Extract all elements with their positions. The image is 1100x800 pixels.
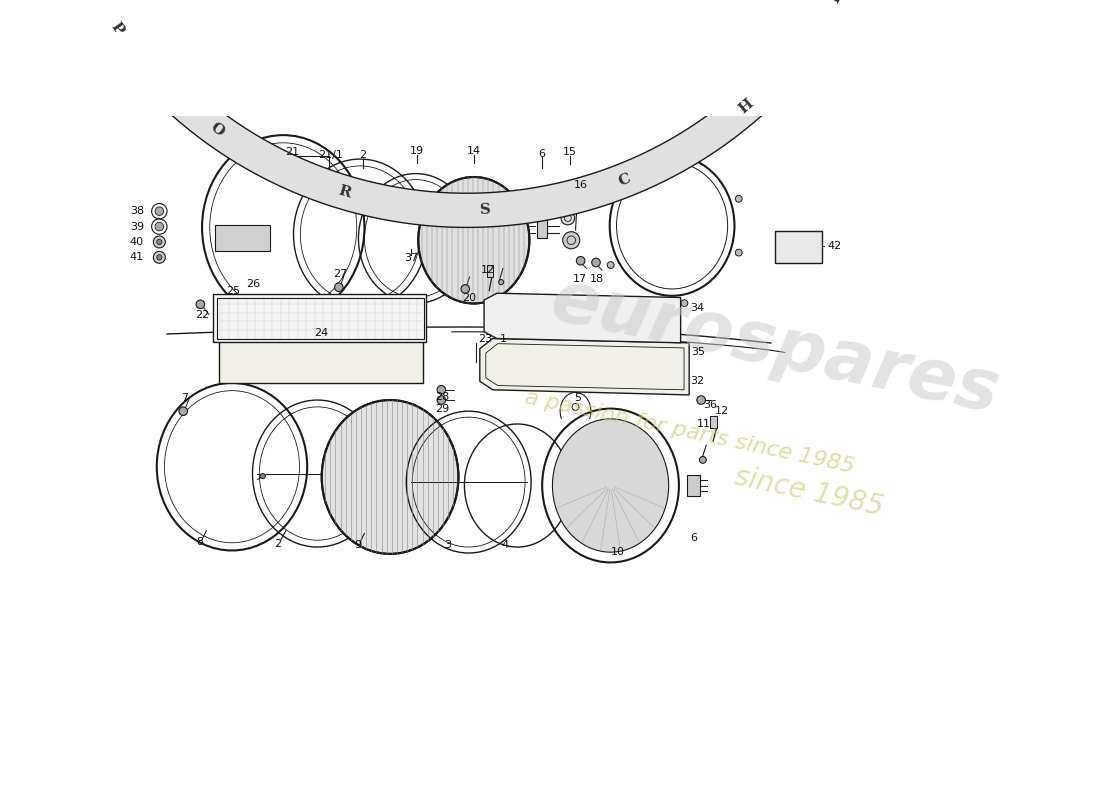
Polygon shape: [480, 338, 690, 395]
Circle shape: [153, 251, 165, 263]
Circle shape: [437, 386, 446, 394]
Text: O: O: [208, 120, 227, 139]
Text: 16: 16: [573, 180, 587, 190]
Circle shape: [461, 285, 470, 294]
Text: C: C: [616, 171, 632, 189]
Circle shape: [735, 195, 743, 202]
Text: 37: 37: [405, 253, 418, 263]
Text: 17: 17: [573, 274, 587, 284]
Text: 5: 5: [574, 394, 582, 403]
FancyBboxPatch shape: [219, 341, 424, 383]
Text: P: P: [108, 19, 126, 37]
Text: 11: 11: [696, 419, 711, 429]
Text: 6: 6: [690, 534, 697, 543]
Text: 26: 26: [246, 279, 261, 289]
Circle shape: [196, 300, 205, 309]
Circle shape: [316, 356, 328, 367]
Text: 27: 27: [333, 269, 348, 278]
Circle shape: [602, 195, 608, 202]
Text: 2: 2: [274, 538, 280, 549]
Circle shape: [735, 249, 743, 256]
Circle shape: [697, 396, 705, 404]
Text: 4: 4: [500, 540, 508, 550]
Text: eurospares: eurospares: [544, 266, 1005, 428]
Bar: [217, 298, 425, 338]
Text: 21/1: 21/1: [318, 150, 343, 160]
Text: 32: 32: [691, 376, 705, 386]
Text: 9: 9: [354, 540, 361, 550]
Circle shape: [576, 257, 585, 265]
FancyBboxPatch shape: [213, 294, 426, 342]
Circle shape: [437, 396, 446, 404]
Circle shape: [561, 211, 574, 225]
Text: 39: 39: [130, 222, 144, 231]
Text: 24: 24: [315, 328, 329, 338]
Text: 34: 34: [691, 302, 705, 313]
Text: a passion for parts since 1985: a passion for parts since 1985: [522, 388, 856, 478]
Circle shape: [498, 279, 504, 285]
FancyBboxPatch shape: [710, 416, 716, 428]
Circle shape: [700, 457, 706, 463]
Text: R: R: [337, 184, 352, 201]
Text: 12: 12: [715, 406, 728, 416]
Text: 38: 38: [130, 206, 144, 216]
Text: 35: 35: [691, 347, 705, 357]
Text: 18: 18: [590, 274, 604, 284]
Text: 22: 22: [195, 310, 209, 319]
Circle shape: [155, 207, 164, 215]
Polygon shape: [37, 0, 896, 227]
Ellipse shape: [418, 177, 529, 303]
Circle shape: [155, 222, 164, 231]
Circle shape: [592, 258, 601, 266]
Text: 21: 21: [285, 147, 299, 158]
Circle shape: [669, 144, 675, 150]
Text: 14: 14: [466, 146, 481, 156]
Circle shape: [563, 232, 580, 249]
Ellipse shape: [552, 419, 669, 552]
Circle shape: [261, 474, 265, 478]
FancyBboxPatch shape: [686, 475, 701, 496]
Circle shape: [607, 262, 614, 269]
Circle shape: [681, 300, 688, 306]
Bar: [214, 225, 271, 250]
Circle shape: [334, 283, 343, 291]
Text: 28: 28: [436, 392, 449, 402]
Text: E: E: [828, 0, 846, 6]
Text: S: S: [480, 202, 492, 217]
Text: H: H: [736, 96, 757, 116]
Text: 25: 25: [226, 286, 240, 296]
Text: 7: 7: [182, 394, 188, 403]
FancyBboxPatch shape: [486, 265, 494, 277]
Text: 29: 29: [436, 404, 449, 414]
Text: 15: 15: [562, 147, 576, 158]
Circle shape: [157, 254, 162, 260]
Text: 42: 42: [827, 242, 842, 251]
Circle shape: [157, 239, 162, 245]
Text: 2: 2: [360, 150, 366, 160]
Polygon shape: [484, 294, 681, 342]
Text: 40: 40: [130, 237, 144, 247]
Text: 20: 20: [462, 294, 476, 303]
Circle shape: [153, 236, 165, 248]
Ellipse shape: [321, 400, 459, 554]
Circle shape: [179, 407, 187, 415]
Bar: [774, 231, 822, 263]
Text: 1: 1: [500, 334, 507, 343]
Text: 10: 10: [610, 547, 625, 557]
FancyBboxPatch shape: [537, 214, 548, 238]
Text: 8: 8: [196, 537, 204, 547]
Text: 3: 3: [443, 540, 451, 550]
Circle shape: [310, 350, 333, 373]
Text: since 1985: since 1985: [732, 463, 886, 522]
Text: 23: 23: [478, 334, 492, 343]
Text: 12: 12: [481, 265, 495, 275]
Text: 36: 36: [704, 400, 717, 410]
Text: 19: 19: [409, 146, 424, 156]
Text: 6: 6: [539, 149, 546, 159]
Text: 41: 41: [130, 252, 144, 262]
